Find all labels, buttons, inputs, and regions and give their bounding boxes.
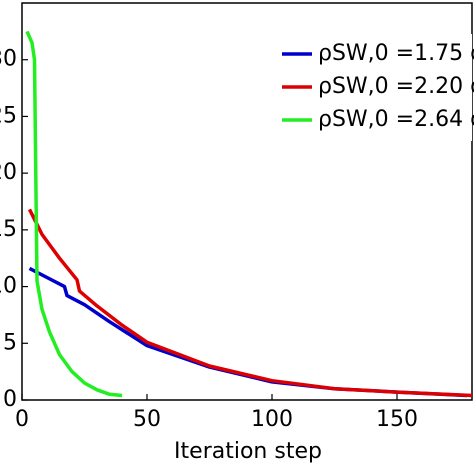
x-axis-label: Iteration step bbox=[174, 439, 322, 464]
x-tick-label: 150 bbox=[376, 407, 418, 432]
y-tick-label: 25 bbox=[0, 103, 17, 128]
series-line bbox=[25, 30, 123, 398]
x-tick-label: 0 bbox=[15, 407, 29, 432]
legend-label: ρSW,0 =1.75 c bbox=[318, 41, 474, 66]
x-tick-label: 100 bbox=[251, 407, 293, 432]
y-tick-label: 15 bbox=[0, 217, 17, 242]
legend-label: ρSW,0 =2.64 c bbox=[318, 107, 474, 132]
y-tick-label: 20 bbox=[0, 160, 17, 185]
legend-label: ρSW,0 =2.20 c bbox=[318, 74, 474, 99]
y-tick-label: 10 bbox=[0, 274, 17, 299]
series-line bbox=[27, 208, 473, 398]
y-tick-label: 5 bbox=[3, 330, 17, 355]
y-tick-label: 0 bbox=[3, 387, 17, 412]
plot-frame bbox=[21, 2, 473, 401]
x-tick-label: 50 bbox=[133, 407, 161, 432]
y-tick-label: 30 bbox=[0, 47, 17, 72]
